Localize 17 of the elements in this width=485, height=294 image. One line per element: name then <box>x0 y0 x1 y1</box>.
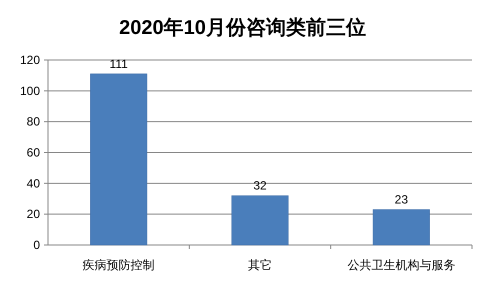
y-tick-label: 0 <box>33 238 40 252</box>
y-tick-label: 100 <box>20 84 40 98</box>
data-label: 32 <box>253 178 267 193</box>
y-tick-label: 60 <box>26 146 40 160</box>
data-label: 23 <box>394 192 408 207</box>
bar <box>231 195 289 246</box>
x-tick-label: 其它 <box>248 258 272 272</box>
y-tick-label: 120 <box>20 53 40 67</box>
y-tick-label: 40 <box>26 176 40 190</box>
bar <box>90 74 148 246</box>
data-label: 111 <box>110 56 128 71</box>
chart-title: 2020年10月份咨询类前三位 <box>119 17 366 39</box>
bar <box>372 209 430 246</box>
y-tick-label: 20 <box>26 207 40 222</box>
x-tick-label: 疾病预防控制 <box>82 258 155 272</box>
y-tick-label: 80 <box>26 114 40 129</box>
x-tick-label: 公共卫生机构与服务 <box>347 258 456 272</box>
